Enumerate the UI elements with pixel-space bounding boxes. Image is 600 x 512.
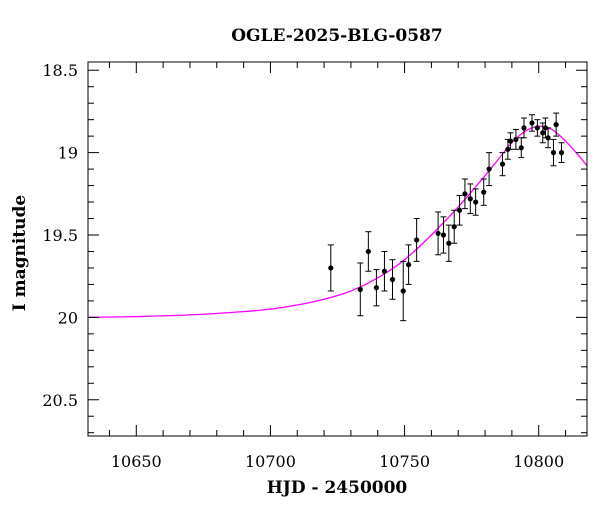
data-point — [405, 262, 412, 268]
data-point — [414, 237, 420, 243]
data-point — [486, 166, 492, 172]
x-axis-label: HJD - 2450000 — [267, 478, 408, 498]
x-tick-label: 10800 — [513, 452, 564, 471]
y-tick-label: 20.5 — [42, 391, 78, 410]
data-point — [481, 189, 487, 195]
data-point — [473, 199, 479, 205]
y-tick-label: 18.5 — [42, 61, 78, 80]
data-point — [435, 230, 441, 236]
data-point — [462, 191, 468, 197]
x-tick-label: 10750 — [379, 452, 430, 471]
data-point — [328, 265, 334, 271]
x-tick-label: 10650 — [111, 452, 162, 471]
y-axis-label: I magnitude — [10, 195, 30, 312]
plot-area: 10650 10700 10750 10800 18.5 19 19.5 20 20.5 — [42, 61, 588, 471]
y-tick-label: 20 — [58, 308, 78, 327]
y-tick-label: 19.5 — [42, 226, 78, 245]
data-point — [467, 196, 473, 202]
data-point — [357, 286, 363, 292]
data-point — [550, 150, 557, 156]
data-point — [389, 276, 396, 283]
data-point — [558, 150, 565, 156]
plot-frame — [87, 61, 588, 437]
data-point — [440, 232, 447, 238]
data-point — [446, 240, 452, 246]
x-tick-label: 10700 — [245, 452, 296, 471]
data-point — [518, 145, 524, 151]
data-point — [507, 138, 514, 144]
data-point — [456, 207, 463, 213]
data-point — [534, 125, 540, 131]
model-curve — [87, 125, 588, 319]
data-point — [521, 125, 527, 131]
data-point — [451, 224, 457, 230]
data-point — [400, 288, 406, 294]
data-point — [513, 136, 519, 143]
data-point — [381, 268, 388, 274]
data-point — [373, 285, 380, 291]
data-point — [365, 248, 371, 255]
data-point — [545, 135, 551, 141]
data-point — [540, 130, 546, 136]
data-point — [553, 122, 559, 128]
y-tick-label: 19 — [58, 144, 78, 163]
chart-title: OGLE-2025-BLG-0587 — [231, 26, 443, 46]
data-point — [499, 161, 506, 167]
data-point — [529, 120, 535, 126]
